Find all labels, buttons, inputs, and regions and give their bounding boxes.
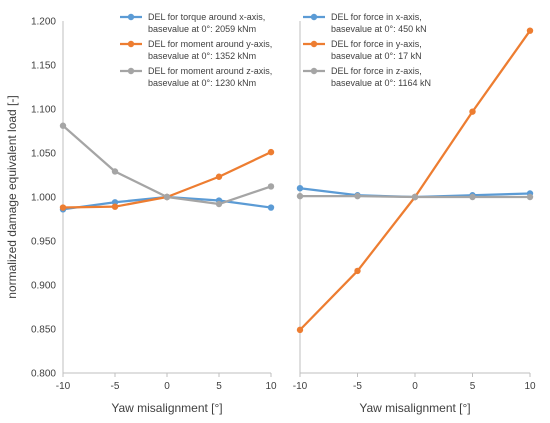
data-point <box>59 204 67 211</box>
x-tick-label: -10 <box>293 381 308 392</box>
data-point <box>526 193 534 201</box>
legend-swatch-marker <box>127 40 135 48</box>
x-tick-label: -5 <box>353 381 362 392</box>
legend: DEL for force in x-axis, basevalue at 0°:… <box>303 12 431 88</box>
x-tick-label: 5 <box>470 381 476 392</box>
legend-entry-text: basevalue at 0°: 2059 kNm <box>148 24 256 34</box>
data-point <box>111 203 119 210</box>
x-axis-label: Yaw misalignment [°] <box>111 401 222 415</box>
data-point <box>267 183 275 190</box>
legend-entry-text: basevalue at 0°: 1352 kNm <box>148 51 256 61</box>
x-tick-label: -5 <box>111 381 120 392</box>
x-tick-label: 0 <box>164 381 170 392</box>
legend-entry-text: basevalue at 0°: 1230 kNm <box>148 78 256 88</box>
legend-entry-text: basevalue at 0°: 17 kN <box>331 51 422 61</box>
x-axis-label: Yaw misalignment [°] <box>359 401 470 415</box>
y-axis-label: normalized damage equivalent load [-] <box>5 95 19 298</box>
y-tick-label: 1.050 <box>31 149 56 160</box>
y-tick-label: 0.950 <box>31 237 56 248</box>
y-tick-label: 1.150 <box>31 61 56 72</box>
legend-swatch-marker <box>127 67 135 75</box>
chart-panel-2: -10 -5 0 5 10 Yaw misalignment [°] DEL for for… <box>293 12 536 415</box>
legend-entry-text: DEL for force in z-axis, <box>331 66 422 76</box>
data-point <box>526 27 534 34</box>
data-point <box>411 193 419 201</box>
data-point <box>296 192 304 200</box>
legend-entry-text: DEL for torque around x-axis, <box>148 12 265 22</box>
data-point <box>59 122 67 129</box>
data-point <box>111 199 119 206</box>
data-point <box>267 148 275 156</box>
y-tick-label: 0.800 <box>31 369 56 380</box>
legend-swatch-marker <box>310 40 318 48</box>
y-tick-label: 1.200 <box>31 17 56 28</box>
data-point <box>215 200 223 208</box>
x-tick-label: 5 <box>216 381 222 392</box>
legend: DEL for torque around x-axis, basevalue a… <box>120 12 272 88</box>
data-point <box>469 193 476 201</box>
y-tick-label: 1.100 <box>31 105 56 116</box>
y-tick-label: 0.850 <box>31 325 56 336</box>
data-point <box>469 108 476 115</box>
data-point <box>296 326 304 334</box>
x-tick-label: -10 <box>56 381 71 392</box>
legend-entry-text: DEL for force in x-axis, <box>331 12 422 22</box>
data-point <box>354 267 361 275</box>
data-point <box>163 193 171 201</box>
legend-entry-text: DEL for moment around z-axis, <box>148 66 272 76</box>
legend-swatch-marker <box>310 67 318 75</box>
legend-entry-text: basevalue at 0°: 450 kN <box>331 24 427 34</box>
data-point <box>111 168 119 175</box>
data-point <box>267 204 275 211</box>
legend-entry-text: DEL for force in y-axis, <box>331 39 422 49</box>
x-tick-label: 0 <box>412 381 418 392</box>
x-tick-label: 10 <box>524 381 536 392</box>
y-tick-label: 1.000 <box>31 193 56 204</box>
data-point <box>354 192 361 200</box>
legend-entry-text: basevalue at 0°: 1164 kN <box>331 78 431 88</box>
data-point <box>215 173 223 180</box>
legend-swatch-marker <box>310 13 318 21</box>
x-tick-label: 10 <box>265 381 277 392</box>
data-point <box>296 185 304 192</box>
legend-swatch-marker <box>127 13 135 21</box>
y-tick-label: 0.900 <box>31 281 56 292</box>
legend-entry-text: DEL for moment around y-axis, <box>148 39 272 49</box>
chart-panel-1: 0.800 0.850 0.900 0.950 1.000 1.050 1.100 1.150… <box>5 12 277 415</box>
